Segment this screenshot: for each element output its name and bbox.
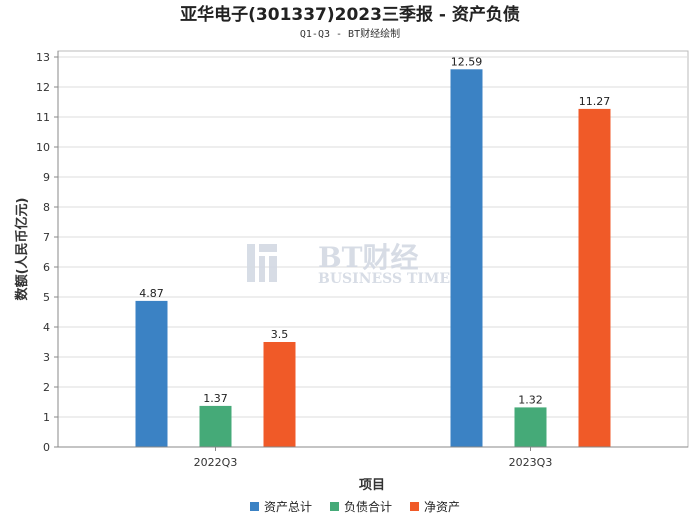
x-axis-ticks: 2022Q3 2023Q3	[194, 447, 553, 469]
y-tick-label: 8	[43, 201, 50, 214]
x-tick-label: 2022Q3	[194, 456, 238, 469]
bar	[135, 300, 168, 447]
legend-swatch	[410, 502, 419, 511]
bar	[578, 108, 611, 448]
bar	[514, 407, 547, 447]
y-tick-label: 9	[43, 171, 50, 184]
y-tick-label: 4	[43, 321, 50, 334]
x-axis-title: 项目	[359, 478, 385, 493]
legend-label: 净资产	[424, 500, 460, 514]
bar	[199, 405, 232, 447]
bars	[135, 69, 611, 448]
legend-swatch	[250, 502, 259, 511]
y-tick-label: 2	[43, 381, 50, 394]
data-label: 3.5	[271, 328, 289, 341]
legend-item: 负债合计	[330, 499, 392, 514]
y-tick-label: 3	[43, 351, 50, 364]
legend-label: 资产总计	[264, 500, 312, 514]
data-label: 1.37	[203, 392, 228, 405]
y-tick-label: 1	[43, 411, 50, 424]
watermark-logo: BT财经 BUSINESS TIMES	[247, 241, 460, 287]
data-label: 4.87	[139, 287, 164, 300]
legend-item: 资产总计	[250, 500, 312, 514]
watermark-main: BT财经	[318, 241, 419, 274]
data-label: 12.59	[451, 55, 483, 68]
chart-title: 亚华电子(301337)2023三季报 - 资产负债	[180, 4, 520, 25]
data-label: 11.27	[579, 95, 611, 108]
bar	[263, 342, 296, 447]
y-tick-label: 6	[43, 261, 50, 274]
y-tick-label: 7	[43, 231, 50, 244]
y-tick-label: 13	[36, 51, 50, 64]
x-tick-label: 2023Q3	[509, 456, 553, 469]
legend: 资产总计 负债合计 净资产	[250, 499, 460, 514]
bar	[450, 69, 483, 448]
data-label: 1.32	[518, 393, 543, 406]
legend-label: 负债合计	[344, 499, 392, 514]
chart-subtitle: Q1-Q3 - BT财经绘制	[300, 27, 400, 40]
legend-item: 净资产	[410, 500, 460, 514]
watermark-sub: BUSINESS TIMES	[318, 271, 460, 287]
y-axis-title: 数额(人民币亿元)	[14, 198, 30, 301]
legend-swatch	[330, 502, 339, 511]
y-tick-label: 11	[36, 111, 50, 124]
y-tick-label: 0	[43, 441, 50, 454]
data-labels: 4.87 1.37 3.5 12.59 1.32 11.27	[139, 55, 610, 406]
y-tick-label: 12	[36, 81, 50, 94]
y-tick-label: 10	[36, 141, 50, 154]
y-tick-label: 5	[43, 291, 50, 304]
